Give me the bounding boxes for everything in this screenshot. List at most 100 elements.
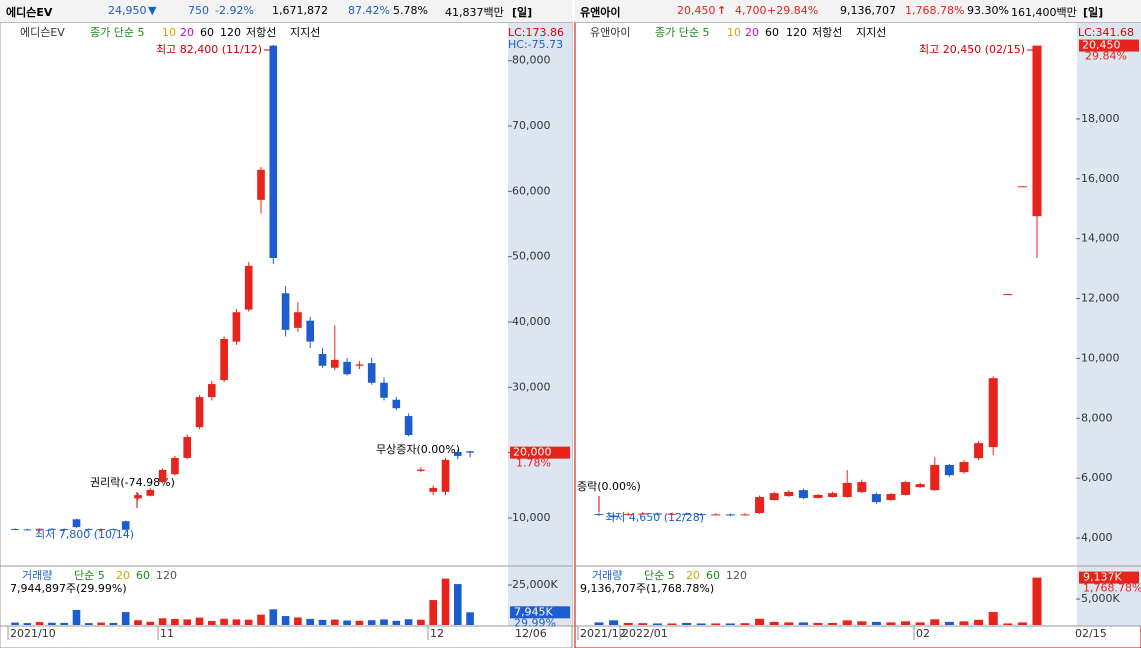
stock-name[interactable]: 유앤아이 — [580, 6, 621, 19]
candle-body — [453, 451, 462, 456]
legend-name[interactable]: 유앤아이 — [590, 26, 630, 39]
candle-body — [35, 528, 44, 530]
volume-bar — [901, 621, 911, 625]
volume-bar — [23, 623, 32, 625]
y-tick-label: 16,000 — [1081, 172, 1120, 185]
candle-body — [60, 529, 69, 531]
candle-body — [392, 399, 401, 409]
candle-body — [84, 529, 93, 531]
volume-bar — [755, 618, 765, 625]
volume-bar — [48, 622, 56, 625]
volume-tag-bg — [1079, 571, 1139, 584]
y-tick-label: 25,000K — [512, 578, 558, 591]
volume-bar — [988, 612, 998, 625]
annotation: 증락(0.00%) — [577, 480, 641, 493]
y-tick-label: 40,000 — [512, 315, 551, 328]
volume-bar — [857, 621, 867, 625]
volume-bar — [257, 614, 265, 625]
stock-name[interactable]: 에디슨EV — [6, 6, 53, 19]
period[interactable]: [일] — [512, 6, 533, 19]
candle-body — [466, 451, 474, 453]
y-tick-label: 50,000 — [512, 250, 551, 263]
candle-body — [134, 495, 142, 499]
volume-bar — [97, 622, 105, 625]
last-date: 02/15 — [1075, 627, 1107, 640]
y-tick-label: 5,000K — [1081, 592, 1120, 605]
volume-bar — [244, 619, 253, 625]
candle-body — [220, 338, 228, 381]
volume-bar — [740, 623, 750, 625]
turnover: 5.78% — [393, 4, 428, 17]
axis-bg — [1077, 23, 1141, 626]
volume-bar — [652, 623, 662, 625]
candle-body — [343, 361, 351, 375]
volume-bar — [207, 621, 216, 625]
volume-bar — [195, 617, 204, 625]
candle-body — [798, 490, 808, 498]
volume-legend: 20 — [116, 569, 130, 582]
volume: 1,671,872 — [272, 4, 328, 17]
price-tag-pct: 29.84% — [1085, 50, 1127, 63]
volume-bar — [380, 619, 388, 625]
volume-bar — [367, 620, 376, 625]
candle-body — [318, 354, 327, 366]
volume-bar — [183, 619, 192, 625]
candle-body — [158, 469, 167, 483]
candle-body — [294, 312, 302, 328]
candle-body — [652, 513, 662, 515]
candle-body — [930, 465, 940, 491]
legend-item: 저항선 — [246, 26, 276, 39]
y-tick-label: 8,000 — [1081, 411, 1113, 424]
hc-label: HC:-75.73 — [508, 38, 563, 51]
volume-bar — [959, 621, 969, 625]
volume-legend: 60 — [136, 569, 150, 582]
volume-bar — [121, 612, 130, 625]
price-tag-bg — [1079, 39, 1139, 52]
volume-bar — [109, 622, 118, 625]
volume-tag-bg — [510, 606, 570, 619]
candle-body — [696, 514, 706, 516]
volume-legend: 60 — [706, 569, 720, 582]
volume-bar — [915, 622, 925, 625]
volume-bar — [330, 619, 339, 625]
volume-bar — [784, 622, 794, 625]
change: 4,700 — [735, 4, 767, 17]
volume-bar — [453, 584, 462, 625]
annotation: 최고 82,400 (11/12) — [156, 43, 262, 56]
legend-item: 지지선 — [856, 26, 886, 39]
candle-body — [281, 293, 290, 330]
volume-bar — [294, 617, 302, 625]
volume-bar — [134, 620, 142, 625]
price-tag: 20,000 — [513, 446, 552, 459]
y-tick-label: 70,000 — [512, 119, 551, 132]
turnover: 93.30% — [967, 4, 1009, 17]
volume-bar — [318, 619, 327, 625]
volume-bar — [930, 619, 940, 625]
volume-bar — [974, 619, 984, 625]
candle-body — [959, 462, 969, 473]
volume-legend: 단순 5 — [74, 569, 105, 582]
direction: ▼ — [148, 4, 157, 17]
volume-bar — [158, 618, 167, 625]
candle-body — [857, 482, 867, 492]
candle-body — [886, 494, 896, 501]
candle-body — [944, 465, 954, 476]
volume-summary: 9,136,707주(1,768.78%) — [580, 582, 714, 595]
y-tick-label: 12,000 — [1081, 292, 1120, 305]
volume-bar — [355, 620, 364, 625]
candle-body — [121, 521, 130, 530]
legend-name[interactable]: 에디슨EV — [20, 26, 65, 39]
candle-body — [171, 457, 179, 475]
candle-body — [974, 443, 984, 459]
price: 24,950 — [108, 4, 147, 17]
candle-body — [915, 484, 925, 488]
x-tick-label: 2022/01 — [622, 627, 668, 640]
candle-body — [842, 482, 852, 498]
volume-ratio: 1,768.78% — [905, 4, 965, 17]
y-tick-label: 14,000 — [1081, 232, 1120, 245]
candle-body — [638, 513, 648, 515]
volume-bar — [171, 618, 179, 625]
candle-body — [441, 459, 450, 492]
period[interactable]: [일] — [1083, 6, 1104, 19]
